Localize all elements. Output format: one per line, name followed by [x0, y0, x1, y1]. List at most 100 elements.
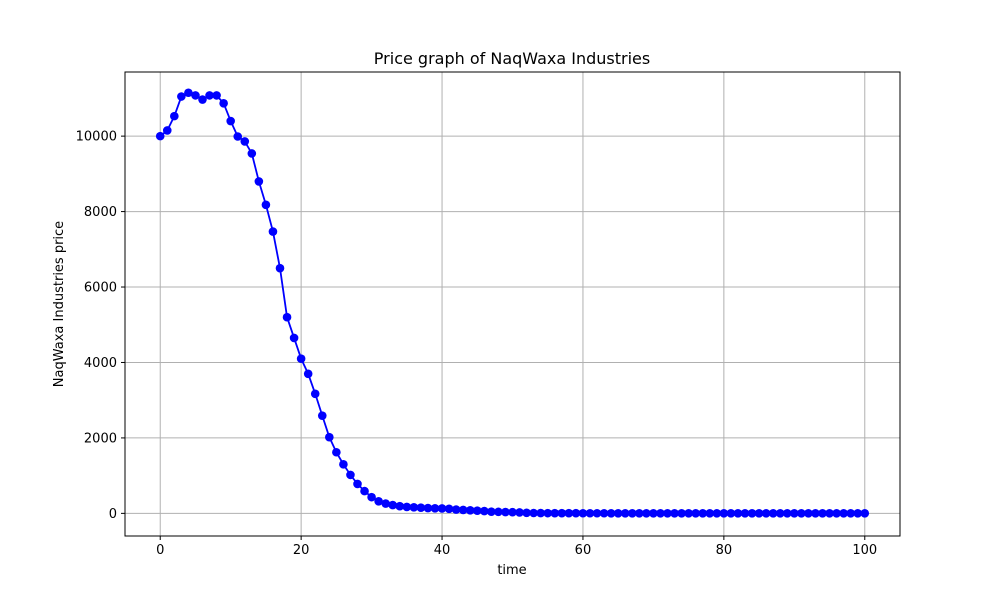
data-point	[465, 506, 475, 515]
data-point	[444, 504, 454, 514]
x-axis: 0 20 40 60 80 100	[156, 536, 877, 558]
data-point	[811, 509, 820, 518]
data-point	[374, 496, 383, 506]
y-axis-title: NaqWaxa Industries price	[52, 221, 67, 387]
data-point	[853, 509, 863, 518]
data-point	[360, 486, 369, 496]
data-point	[613, 508, 623, 518]
data-point	[226, 116, 235, 126]
data-point	[494, 507, 503, 517]
data-point	[233, 132, 243, 141]
data-point	[627, 508, 637, 518]
data-point	[325, 432, 334, 442]
data-point	[761, 509, 771, 518]
data-point	[409, 503, 419, 512]
data-point	[726, 509, 736, 518]
data-point	[303, 369, 313, 379]
data-point	[740, 509, 750, 518]
data-point	[698, 509, 708, 518]
data-point	[684, 509, 693, 518]
data-point	[846, 509, 855, 518]
data-point	[289, 333, 299, 343]
data-point	[754, 509, 764, 518]
data-point	[296, 354, 306, 363]
data-point	[804, 509, 813, 518]
data-point	[860, 509, 870, 518]
data-point	[437, 504, 447, 513]
series-layer	[155, 88, 870, 518]
data-point	[564, 508, 574, 518]
data-point	[733, 509, 743, 518]
data-point	[747, 509, 757, 518]
data-point	[487, 507, 496, 516]
data-point	[261, 200, 271, 210]
data-point	[782, 509, 792, 518]
x-tick-label: 0	[156, 543, 164, 558]
data-point	[705, 509, 715, 518]
data-point	[247, 149, 257, 158]
data-point	[191, 91, 200, 100]
data-point	[825, 509, 834, 518]
data-point	[451, 505, 461, 514]
data-point	[501, 507, 510, 517]
data-point	[219, 99, 228, 108]
data-point	[458, 505, 468, 515]
data-point	[635, 508, 644, 518]
data-point	[663, 508, 672, 518]
data-point	[642, 508, 651, 518]
data-point	[423, 503, 433, 513]
data-point	[353, 479, 362, 489]
data-point	[212, 91, 221, 100]
y-tick-label: 8000	[84, 205, 117, 220]
y-tick-label: 6000	[84, 281, 117, 296]
data-point	[719, 509, 729, 518]
x-tick-label: 40	[434, 543, 451, 558]
data-point	[282, 312, 292, 322]
data-point	[170, 111, 179, 121]
data-point	[416, 503, 426, 513]
x-tick-label: 100	[852, 543, 877, 558]
y-tick-label: 0	[109, 507, 117, 522]
data-point	[254, 177, 264, 186]
data-point	[184, 88, 193, 98]
x-tick-label: 80	[716, 543, 733, 558]
data-point	[472, 506, 482, 516]
data-point	[592, 508, 602, 518]
data-point	[268, 227, 278, 236]
data-point	[275, 263, 285, 273]
data-point	[240, 137, 250, 146]
y-tick-label: 4000	[84, 356, 117, 371]
data-point	[430, 503, 440, 513]
data-point	[339, 460, 348, 469]
data-point	[177, 92, 186, 101]
data-point	[578, 508, 588, 518]
data-point	[797, 509, 806, 518]
y-tick-label: 2000	[84, 431, 117, 446]
series-line	[159, 91, 865, 515]
data-point	[839, 509, 848, 518]
data-point	[712, 509, 722, 518]
data-point	[515, 508, 524, 517]
y-tick-label: 10000	[76, 130, 117, 145]
data-point	[388, 500, 398, 510]
data-point	[198, 95, 207, 104]
x-tick-label: 20	[293, 543, 310, 558]
data-point	[522, 508, 531, 518]
data-point	[155, 131, 165, 141]
plot-area-frame	[124, 71, 901, 537]
data-point	[571, 508, 581, 518]
grid	[125, 72, 900, 536]
data-point	[585, 508, 595, 518]
data-point	[557, 508, 567, 518]
data-point	[543, 508, 553, 518]
data-point	[381, 499, 390, 508]
data-point	[550, 508, 560, 518]
x-tick-label: 60	[575, 543, 592, 558]
data-point	[790, 509, 799, 518]
data-point	[818, 509, 827, 518]
data-point	[395, 501, 405, 511]
x-axis-title: time	[497, 563, 526, 578]
y-axis: 0 2000 4000 6000 8000 10000	[76, 130, 125, 522]
data-point	[162, 126, 172, 135]
